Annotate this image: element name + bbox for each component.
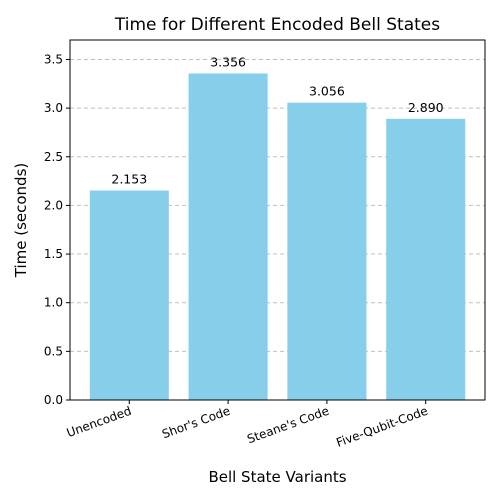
plot-frame [69, 39, 486, 401]
bars [89, 73, 466, 401]
y-tick-label: 2.5 [44, 150, 63, 164]
bar [89, 190, 169, 400]
x-axis-label: Bell State Variants [208, 468, 346, 486]
y-axis-label: Time (seconds) [12, 163, 30, 279]
bar-value-label: 2.890 [408, 100, 444, 115]
x-tick-label: Five-Qubit-Code [334, 404, 429, 450]
y-tick-label: 3.0 [44, 101, 63, 115]
y-tick-label: 1.5 [44, 247, 63, 261]
y-tick-label: 0.0 [44, 393, 63, 407]
bar-value-label: 3.356 [210, 54, 246, 69]
y-tick-label: 1.0 [44, 296, 63, 310]
bar [386, 118, 466, 400]
chart-title: Time for Different Encoded Bell States [114, 15, 440, 35]
y-tick-label: 0.5 [44, 344, 63, 358]
bar [287, 102, 367, 401]
x-tick-label: Unencoded [65, 404, 134, 440]
y-tick-label: 2.0 [44, 198, 63, 212]
bar-value-label: 2.153 [111, 172, 147, 187]
bar-value-labels: 2.153 3.356 3.056 2.890 [111, 54, 443, 186]
x-tick-label: Shor's Code [160, 404, 232, 442]
x-axis-ticks: Unencoded Shor's Code Steane's Code Five-Qu… [65, 400, 430, 450]
bar-value-label: 3.056 [309, 84, 345, 99]
bar [188, 73, 268, 400]
y-axis-ticks: 0.0 0.5 1.0 1.5 2.0 2.5 3.0 3.5 [44, 52, 70, 407]
y-tick-label: 3.5 [44, 52, 63, 66]
x-tick-label: Steane's Code [245, 404, 331, 447]
